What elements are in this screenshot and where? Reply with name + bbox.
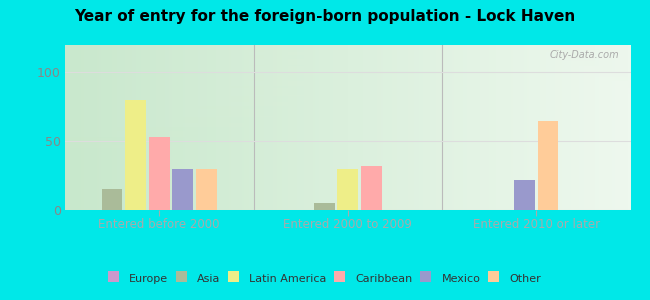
Bar <box>102 189 122 210</box>
Legend: Europe, Asia, Latin America, Caribbean, Mexico, Other: Europe, Asia, Latin America, Caribbean, … <box>105 269 545 288</box>
Bar <box>361 166 382 210</box>
Bar <box>314 203 335 210</box>
Text: City-Data.com: City-Data.com <box>549 50 619 60</box>
Text: Year of entry for the foreign-born population - Lock Haven: Year of entry for the foreign-born popul… <box>74 9 576 24</box>
Bar <box>538 121 558 210</box>
Bar <box>172 169 193 210</box>
Bar <box>149 137 170 210</box>
Bar <box>196 169 216 210</box>
Bar <box>514 180 535 210</box>
Bar <box>337 169 358 210</box>
Bar <box>125 100 146 210</box>
